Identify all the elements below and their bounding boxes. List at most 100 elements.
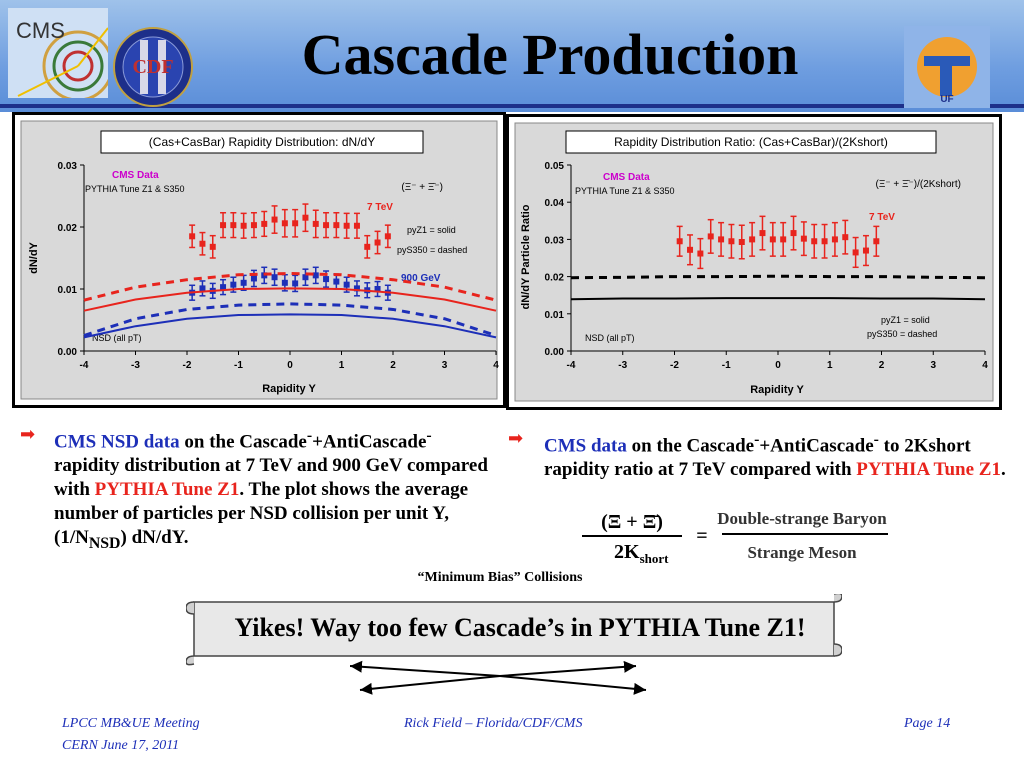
data-point xyxy=(707,233,714,240)
data-point xyxy=(189,233,196,240)
annotation-species: (Ξ⁻ + Ξ̄⁻) xyxy=(401,182,443,193)
annotation-900gev: 900 GeV xyxy=(401,273,441,284)
data-point xyxy=(323,276,330,283)
x-tick-label: -1 xyxy=(234,360,243,371)
data-point xyxy=(800,235,807,242)
annotation-solid: pyZ1 = solid xyxy=(407,225,456,235)
data-point xyxy=(364,243,371,250)
series-line-pyz1-900-gev xyxy=(83,313,497,339)
data-point xyxy=(271,274,278,281)
data-point xyxy=(323,222,330,229)
data-point xyxy=(728,238,735,245)
pythia-label: PYTHIA Tune Z1 xyxy=(856,459,1001,481)
cms-data-label: CMS data xyxy=(544,435,627,457)
data-point xyxy=(374,239,381,246)
cdf-logo-text: CDF xyxy=(132,56,173,78)
x-tick-label: -4 xyxy=(80,360,89,371)
x-axis-label: Rapidity Y xyxy=(750,384,804,396)
data-point xyxy=(353,285,360,292)
y-tick-label: 0.01 xyxy=(58,285,78,296)
y-tick-label: 0.02 xyxy=(545,273,565,284)
y-tick-label: 0.00 xyxy=(545,347,565,358)
data-point xyxy=(312,220,319,227)
x-tick-label: 4 xyxy=(982,360,988,371)
x-tick-label: 0 xyxy=(287,360,293,371)
x-tick-label: 0 xyxy=(775,360,781,371)
data-point xyxy=(873,238,880,245)
y-tick-label: 0.02 xyxy=(58,223,78,234)
left-bullet-text: CMS NSD data on the Cascade-+AntiCascade… xyxy=(54,427,488,553)
x-tick-label: 1 xyxy=(827,360,833,371)
data-point xyxy=(312,272,319,279)
x-tick-label: -4 xyxy=(567,360,576,371)
formula-equals: = xyxy=(696,525,707,547)
left-bullet-arrow-icon: ➡ xyxy=(20,424,36,444)
y-tick-label: 0.03 xyxy=(545,235,565,246)
data-point xyxy=(831,236,838,243)
y-axis-label: dN/dY xyxy=(28,241,40,273)
data-point xyxy=(687,246,694,253)
y-tick-label: 0.05 xyxy=(545,161,565,172)
formula-rhs-bottom: Strange Meson xyxy=(747,543,857,562)
data-point xyxy=(811,238,818,245)
data-point xyxy=(302,214,309,221)
cms-logo-text: CMS xyxy=(16,18,65,43)
cdf-logo: CDF xyxy=(113,27,193,107)
right-bullet-text: CMS data on the Cascade-+AntiCascade- to… xyxy=(544,431,1006,481)
annotation-7tev: 7 TeV xyxy=(367,202,393,213)
banner-message: Yikes! Way too few Cascade’s in PYTHIA T… xyxy=(234,613,806,642)
pythia-label: PYTHIA Tune Z1 xyxy=(94,479,240,501)
x-tick-label: 3 xyxy=(930,360,936,371)
right-bullet-arrow-icon: ➡ xyxy=(508,428,524,448)
annotation-pythia: PYTHIA Tune Z1 & S350 xyxy=(85,184,185,194)
x-tick-label: -3 xyxy=(618,360,627,371)
data-point xyxy=(220,222,227,229)
data-point xyxy=(749,236,756,243)
data-point xyxy=(302,274,309,281)
footer-location: CERN June 17, 2011 xyxy=(62,738,180,753)
annotation-cms-data: CMS Data xyxy=(603,172,650,183)
x-tick-label: 1 xyxy=(339,360,345,371)
data-point xyxy=(343,222,350,229)
uf-logo-text: UF xyxy=(940,94,953,105)
header-divider xyxy=(0,104,1024,108)
data-point xyxy=(230,222,237,229)
annotation-dashed: pyS350 = dashed xyxy=(397,245,467,255)
annotation-cms-data: CMS Data xyxy=(112,170,159,181)
ratio-formula: (Ξ + Ξ̄) 2Kshort = Double-strange Baryon… xyxy=(582,509,888,566)
series-line-pys350-7-tev xyxy=(83,271,497,302)
data-point xyxy=(281,279,288,286)
chart-title: (Cas+CasBar) Rapidity Distribution: dN/d… xyxy=(149,135,375,149)
footer-page-number: Page 14 xyxy=(904,716,951,731)
footer-meeting: LPCC MB&UE Meeting xyxy=(62,716,200,731)
data-point xyxy=(333,278,340,285)
data-point xyxy=(199,240,206,247)
data-point xyxy=(261,220,268,227)
formula-numerator: (Ξ + Ξ̄) xyxy=(601,511,663,533)
formula-rhs-top: Double-strange Baryon xyxy=(717,509,887,528)
data-point xyxy=(230,281,237,288)
data-point xyxy=(209,243,216,250)
data-point xyxy=(374,286,381,292)
y-axis-label: dN/dY Particle Ratio xyxy=(520,204,532,309)
cms-logo: CMS xyxy=(8,8,108,98)
data-point xyxy=(759,230,766,237)
data-point xyxy=(250,222,257,229)
data-point xyxy=(292,220,299,227)
annotation-nsd: NSD (all pT) xyxy=(585,333,635,343)
x-tick-label: 2 xyxy=(390,360,396,371)
data-point xyxy=(821,238,828,245)
data-point xyxy=(852,249,859,256)
rapidity-distribution-chart: (Cas+CasBar) Rapidity Distribution: dN/d… xyxy=(20,120,499,400)
series-line-pyz1 xyxy=(570,297,986,301)
y-tick-label: 0.01 xyxy=(545,310,565,321)
minimum-bias-caption: “Minimum Bias” Collisions xyxy=(417,570,583,585)
series-line-pys350-900-gev xyxy=(83,302,497,337)
x-tick-label: -3 xyxy=(131,360,140,371)
data-point xyxy=(333,222,340,229)
x-tick-label: 4 xyxy=(493,360,499,371)
data-point xyxy=(199,285,206,292)
x-tick-label: -1 xyxy=(722,360,731,371)
page-title: Cascade Production xyxy=(301,22,799,87)
data-point xyxy=(281,220,288,227)
